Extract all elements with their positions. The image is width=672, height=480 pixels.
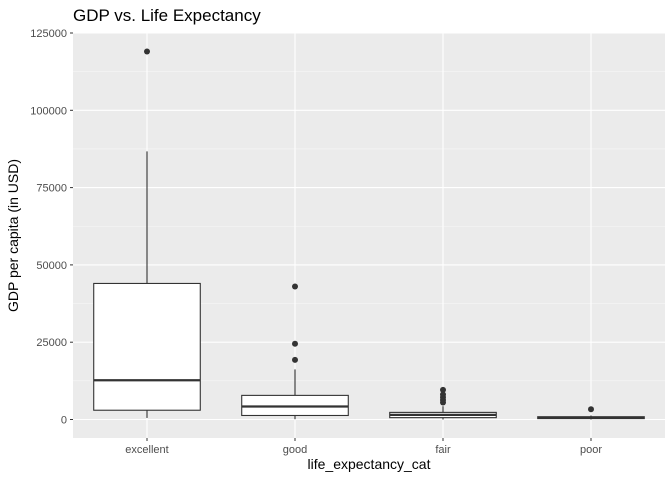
y-tick-label: 75000 [36, 183, 67, 195]
outlier-point [292, 283, 298, 290]
outlier-point [440, 386, 446, 393]
y-tick-label: 100000 [30, 105, 67, 117]
box-fair [389, 386, 497, 420]
box-good [241, 283, 349, 420]
x-axis-title: life_expectancy_cat [308, 456, 431, 472]
box-iqr [93, 282, 201, 411]
box-layer [93, 48, 645, 420]
x-tick-label: good [283, 444, 307, 456]
y-tick-label: 25000 [36, 337, 67, 349]
box-excellent [93, 48, 201, 418]
x-tick-label: excellent [125, 444, 168, 456]
outlier-point [292, 356, 298, 363]
y-tick-label: 50000 [36, 260, 67, 272]
outlier-point [440, 391, 446, 398]
outlier-point [588, 406, 594, 413]
x-tick-label: poor [580, 444, 602, 456]
box-poor [537, 406, 645, 420]
y-axis-title: GDP per capita (in USD) [5, 159, 21, 312]
outlier-point [144, 48, 150, 55]
y-tick-label: 125000 [30, 28, 67, 40]
chart-title: GDP vs. Life Expectancy [73, 6, 261, 25]
x-tick-label: fair [435, 444, 451, 456]
axes: 0 25000 50000 75000 100000 125000 excellent goo… [30, 28, 602, 456]
outlier-point [292, 340, 298, 347]
y-tick-label: 0 [61, 415, 67, 427]
